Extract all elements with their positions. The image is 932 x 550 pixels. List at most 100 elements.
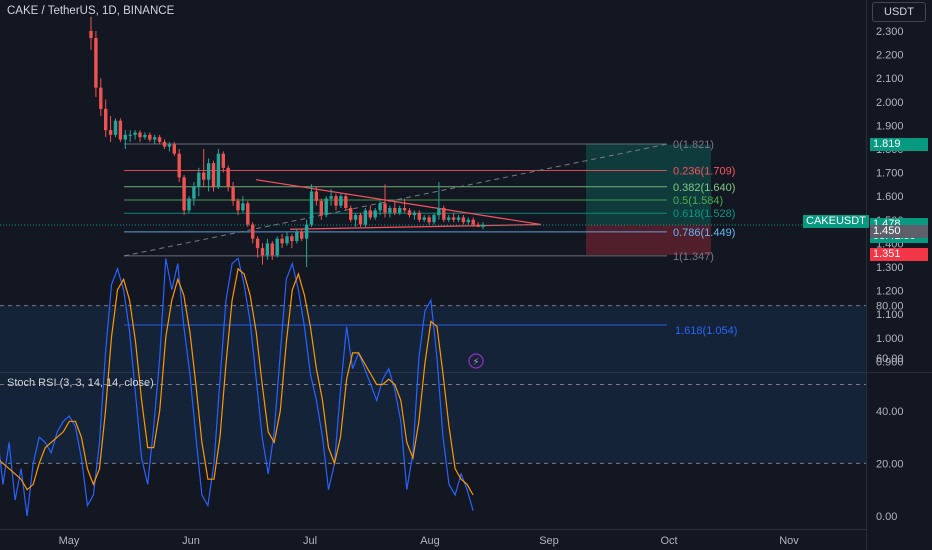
candle[interactable] (471, 217, 475, 227)
candle[interactable] (476, 222, 480, 227)
candle[interactable] (211, 160, 216, 192)
candle[interactable] (138, 130, 142, 142)
candle[interactable] (153, 134, 157, 145)
candle[interactable] (398, 205, 402, 216)
candle[interactable] (265, 238, 270, 260)
candle[interactable] (349, 205, 353, 223)
candle[interactable] (447, 215, 451, 223)
candle[interactable] (378, 200, 382, 216)
candle[interactable] (260, 243, 265, 265)
fib-level-label: 1.618(1.054) (675, 325, 737, 337)
candle[interactable] (172, 141, 176, 157)
candle[interactable] (304, 219, 309, 267)
time-tick-label: Oct (660, 535, 677, 547)
triangle-lower-line[interactable] (289, 223, 542, 230)
candle[interactable] (309, 184, 314, 227)
candle[interactable] (422, 215, 426, 223)
candle[interactable] (182, 174, 186, 216)
candle[interactable] (427, 215, 431, 225)
candle[interactable] (226, 165, 230, 192)
candle[interactable] (123, 130, 127, 149)
candle[interactable] (329, 189, 333, 206)
candle[interactable] (363, 208, 368, 227)
candle[interactable] (451, 212, 456, 223)
triangle-upper-line[interactable] (255, 179, 542, 226)
candle[interactable] (133, 130, 137, 140)
candle-body (285, 236, 289, 244)
candle[interactable] (206, 158, 211, 192)
candle[interactable] (143, 132, 147, 140)
candle[interactable] (197, 167, 201, 197)
candle-body (412, 212, 417, 216)
candle[interactable] (231, 182, 235, 206)
candle[interactable] (104, 99, 108, 138)
candle[interactable] (113, 118, 118, 138)
candle[interactable] (270, 241, 274, 260)
candle[interactable] (432, 212, 436, 225)
candle[interactable] (221, 151, 225, 173)
candle[interactable] (481, 222, 485, 230)
candle[interactable] (118, 118, 123, 142)
candle-body (476, 224, 480, 227)
candle[interactable] (417, 210, 421, 223)
lightning-icon[interactable]: ⚡ (468, 353, 484, 369)
candle[interactable] (339, 193, 343, 208)
candle[interactable] (358, 212, 363, 227)
candle[interactable] (412, 210, 417, 220)
candle[interactable] (187, 196, 191, 213)
candle[interactable] (314, 186, 319, 206)
candle[interactable] (162, 139, 167, 149)
candle[interactable] (295, 229, 299, 244)
position-target-zone[interactable] (586, 144, 711, 225)
candle[interactable] (456, 215, 461, 223)
candle[interactable] (216, 149, 221, 190)
candle[interactable] (177, 149, 181, 183)
candle[interactable] (442, 205, 446, 223)
candle[interactable] (466, 217, 470, 225)
candle[interactable] (192, 182, 196, 206)
currency-badge[interactable]: USDT (872, 2, 926, 22)
candle[interactable] (383, 184, 387, 218)
candle[interactable] (167, 141, 172, 152)
candle[interactable] (246, 200, 250, 227)
candle[interactable] (300, 229, 304, 242)
candle[interactable] (290, 233, 294, 249)
dashed-trendline[interactable] (123, 143, 668, 257)
candle[interactable] (388, 205, 392, 218)
candle[interactable] (324, 196, 328, 218)
candle[interactable] (280, 233, 284, 249)
candle[interactable] (285, 231, 289, 246)
price-tick-label: 1.900 (876, 120, 904, 132)
candle[interactable] (275, 236, 279, 258)
candle[interactable] (236, 198, 240, 216)
candle[interactable] (393, 200, 397, 216)
candle-body (334, 196, 338, 206)
candle[interactable] (108, 115, 113, 142)
position-stop-zone[interactable] (586, 224, 711, 255)
candle[interactable] (368, 205, 372, 220)
candle[interactable] (407, 208, 412, 218)
candle[interactable] (99, 78, 103, 116)
candle[interactable] (334, 193, 338, 211)
candle[interactable] (353, 212, 358, 227)
candle[interactable] (373, 208, 377, 220)
candle[interactable] (202, 149, 206, 187)
candle[interactable] (148, 132, 152, 142)
candle[interactable] (255, 236, 260, 258)
candle[interactable] (89, 16, 93, 50)
stoch-d-line[interactable] (0, 267, 474, 496)
candle[interactable] (251, 222, 255, 244)
candle[interactable] (157, 134, 162, 145)
candle[interactable] (437, 182, 441, 220)
candle[interactable] (461, 215, 466, 225)
candle[interactable] (241, 196, 245, 213)
candle[interactable] (128, 130, 132, 142)
candle[interactable] (402, 198, 407, 213)
candle[interactable] (319, 198, 323, 220)
candle[interactable] (344, 193, 348, 211)
stoch-k-line[interactable] (0, 257, 474, 517)
candle[interactable] (94, 31, 98, 98)
